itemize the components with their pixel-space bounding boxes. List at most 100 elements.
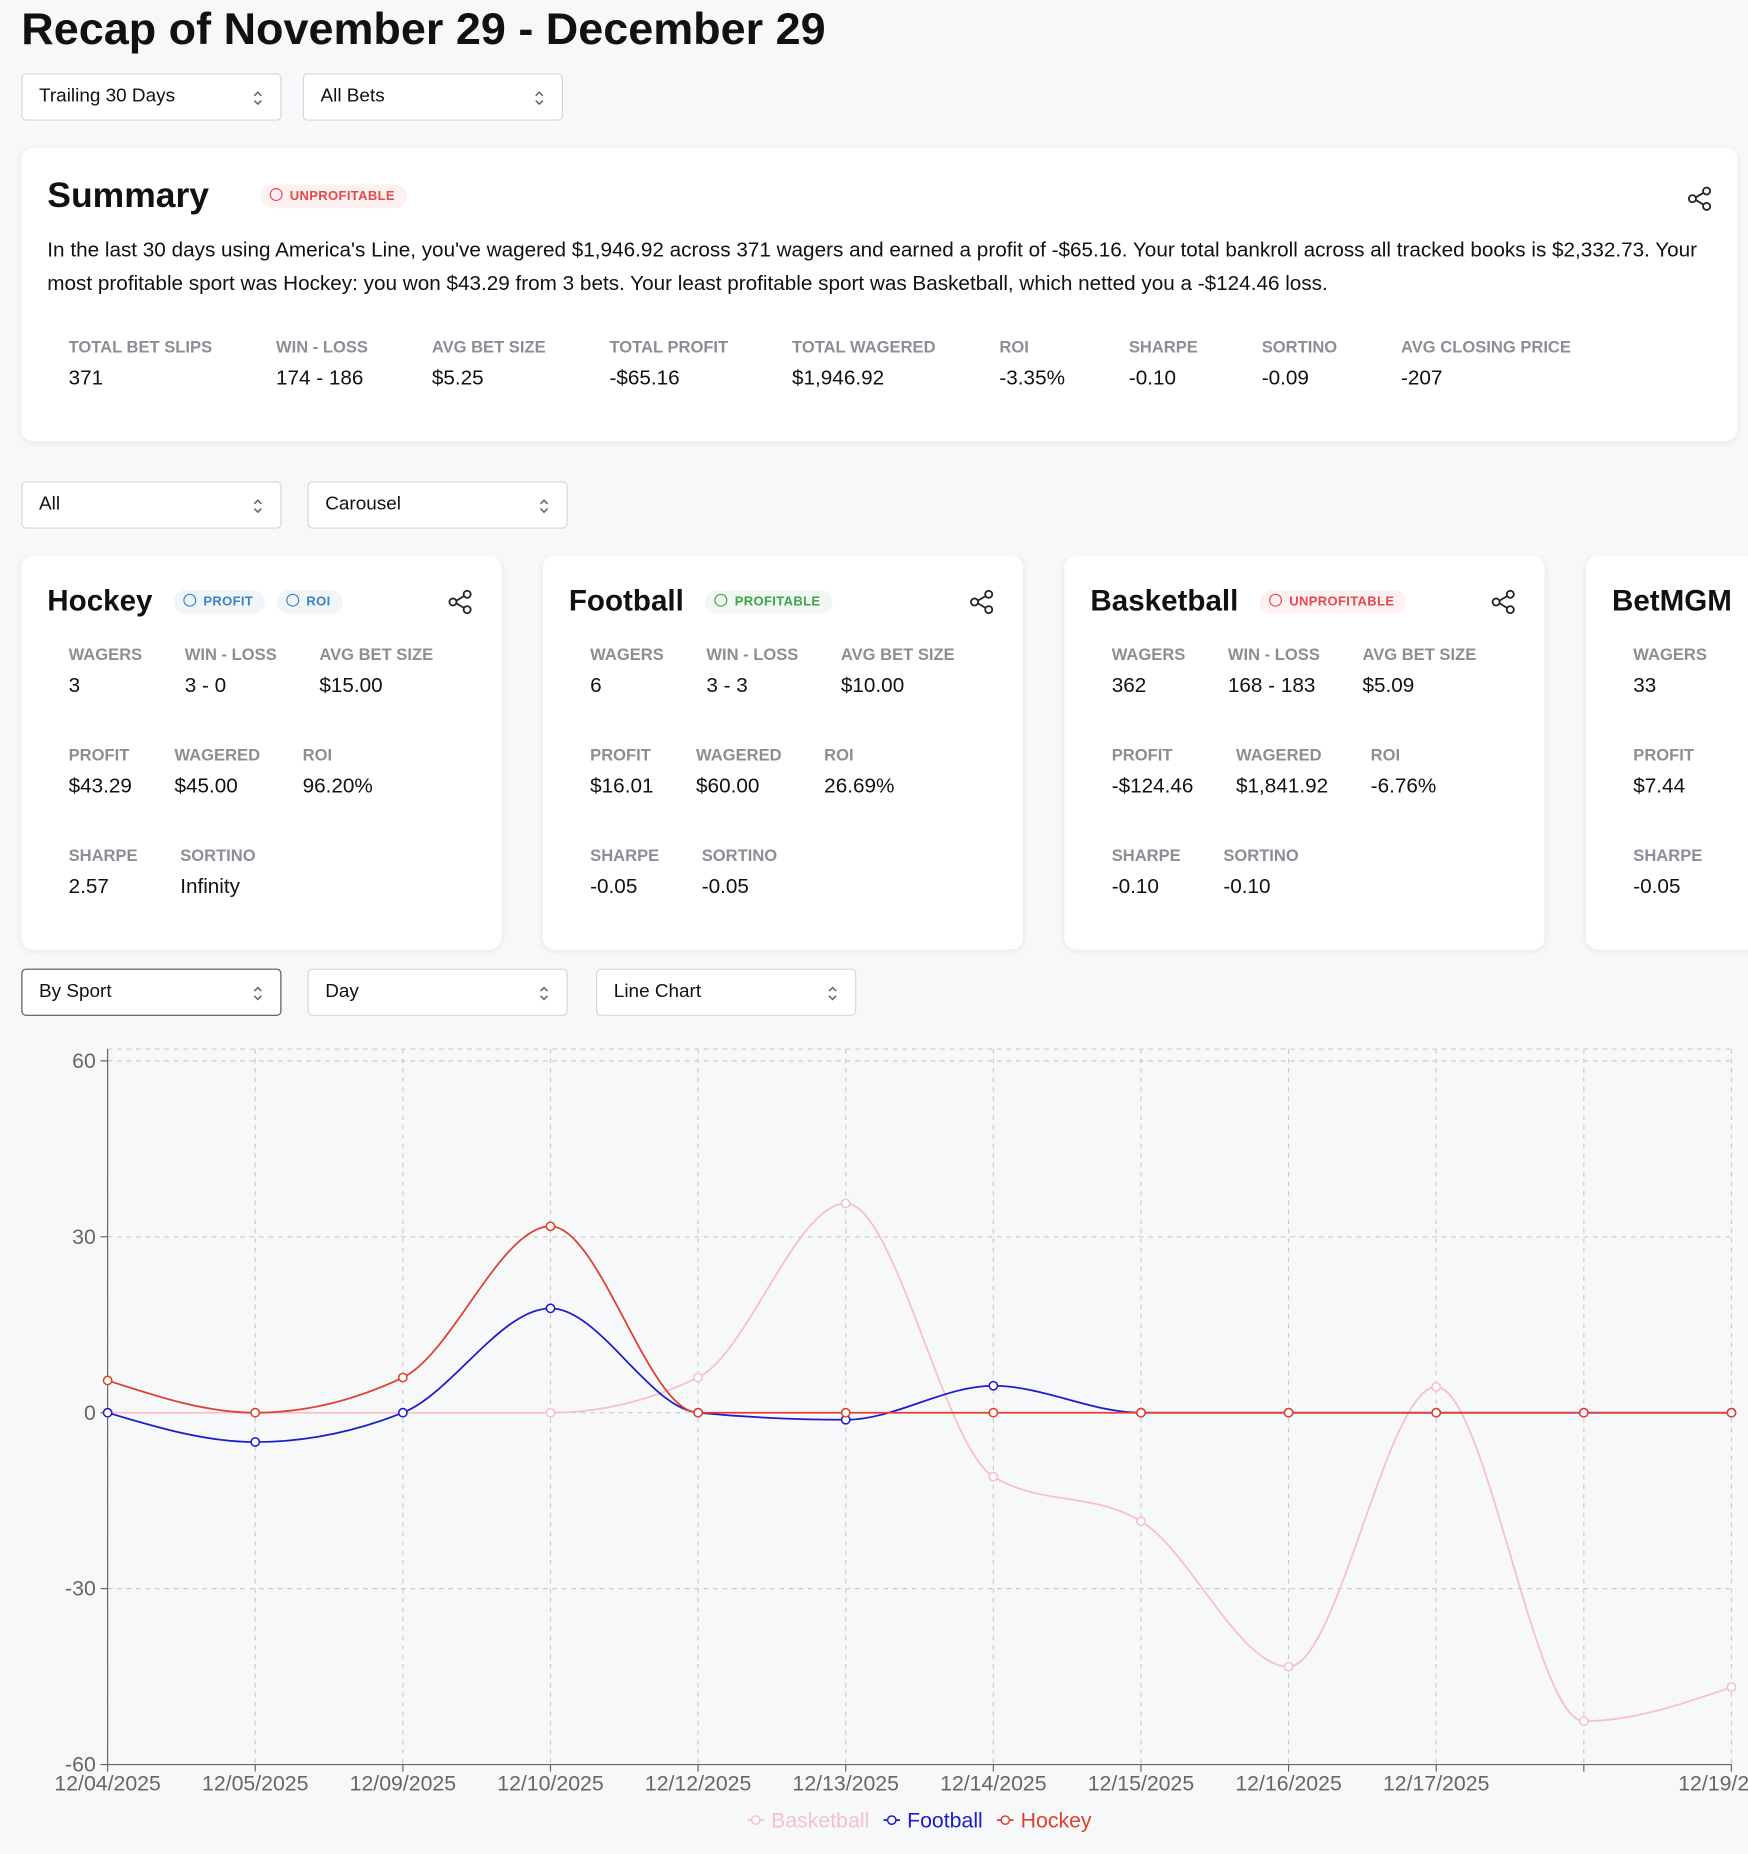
chevron-icon <box>539 986 549 1001</box>
stat: TOTAL WAGERED $1,946.92 <box>792 337 936 390</box>
stat-label: WAGERED <box>174 745 261 765</box>
point <box>988 1380 999 1391</box>
stat-value: 96.20% <box>302 773 373 798</box>
legend-dot <box>886 1815 897 1826</box>
share-node <box>984 589 994 599</box>
share-icon <box>1687 186 1712 211</box>
stat-label: ROI <box>999 337 1029 356</box>
sport-card: Hockey PROFIT ROI WAGERS 3 WIN - LOSS 3 - 0 AVG… <box>21 555 502 950</box>
stat-value: 26.69% <box>824 773 895 798</box>
stat-value: $1,946.92 <box>792 365 885 390</box>
stat-value: 3 <box>68 672 81 697</box>
share-node <box>1505 605 1515 615</box>
badge: PROFITABLE <box>705 590 833 615</box>
stat-value: $5.25 <box>431 365 484 390</box>
share-button[interactable] <box>1490 589 1516 621</box>
stat: WAGERED $1,841.92 <box>1236 745 1328 798</box>
page-title: Recap of November 29 - December 29 <box>21 4 826 55</box>
point <box>1726 1407 1737 1418</box>
share-button[interactable] <box>447 589 473 621</box>
y-tick-label: -30 <box>65 1577 96 1601</box>
chart-type-select[interactable]: Line Chart <box>596 968 857 1016</box>
share-node <box>1702 186 1712 196</box>
sport-card: BetMGM WAGERS 33 PROFIT $7.44 SHARPE -0.05 <box>1585 555 1748 950</box>
point <box>545 1303 556 1314</box>
stat: SHARPE 2.57 <box>69 846 138 899</box>
view-select[interactable]: Carousel <box>307 481 568 529</box>
point <box>1431 1407 1442 1418</box>
stat-label: AVG CLOSING PRICE <box>1401 337 1571 356</box>
stat: WIN - LOSS 168 - 183 <box>1228 645 1320 698</box>
sport-select[interactable]: All <box>21 481 282 529</box>
share-node <box>1491 597 1501 607</box>
x-tick-label: 12/16/2025 <box>1235 1772 1341 1796</box>
chevron <box>253 499 262 514</box>
stat-row: SHARPE -0.10 SORTINO -0.10 <box>1112 846 1299 899</box>
chevron-icon <box>253 91 262 106</box>
y-tick-label: 60 <box>72 1049 96 1073</box>
stat-label: SHARPE <box>590 845 660 865</box>
stat: AVG BET SIZE $5.09 <box>1362 645 1476 698</box>
share-button[interactable] <box>969 589 995 621</box>
share-node <box>462 605 472 615</box>
stat-label: SORTINO <box>1223 845 1299 865</box>
stat-label: WIN - LOSS <box>706 644 799 664</box>
stat-label: SHARPE <box>68 845 138 865</box>
share-icon <box>1491 589 1515 615</box>
legend-label: Basketball <box>771 1808 869 1832</box>
summary-card: Summary UNPROFITABLE In the last 30 days… <box>21 147 1738 442</box>
share-button[interactable] <box>1687 186 1713 218</box>
stat: WIN - LOSS 3 - 3 <box>706 645 798 698</box>
stat: SORTINO -0.10 <box>1223 846 1298 899</box>
stat: SORTINO -0.09 <box>1262 337 1337 390</box>
summary-title: Summary <box>47 176 210 216</box>
range-select[interactable]: Trailing 30 Days <box>21 73 282 121</box>
stat-row: SHARPE 2.57 SORTINO Infinity <box>69 846 256 899</box>
chevron <box>535 91 544 106</box>
stat-value: -$124.46 <box>1111 773 1194 798</box>
point <box>693 1407 704 1418</box>
share-icon <box>448 589 472 615</box>
stat: WAGERS 3 <box>69 645 143 698</box>
stat-row: WAGERS 3 WIN - LOSS 3 - 0 AVG BET SIZE $15.00 <box>69 645 434 698</box>
stat-value: -207 <box>1401 365 1443 390</box>
badge-text: PROFITABLE <box>734 595 821 610</box>
point <box>102 1375 113 1386</box>
badge-wrap: UNPROFITABLE <box>260 184 407 209</box>
select-text: By Sport <box>39 981 112 1002</box>
period-select[interactable]: Day <box>307 968 568 1016</box>
summary-text: In the last 30 days using America's Line… <box>47 237 1698 295</box>
stat-value: 3 - 3 <box>706 672 748 697</box>
select-text: Line Chart <box>613 981 702 1002</box>
stat-label: WAGERS <box>1633 644 1707 664</box>
stat: PROFIT $43.29 <box>69 745 132 798</box>
card-title: Football <box>568 584 684 618</box>
legend-item: Hockey <box>996 1808 1092 1832</box>
stat-value: -0.09 <box>1261 365 1309 390</box>
group-select[interactable]: By Sport <box>21 968 282 1016</box>
stat: WIN - LOSS 174 - 186 <box>276 337 368 390</box>
share-node <box>984 605 994 615</box>
stat: SHARPE -0.10 <box>1129 337 1198 390</box>
stat: PROFIT -$124.46 <box>1112 745 1194 798</box>
carousel: Hockey PROFIT ROI WAGERS 3 WIN - LOSS 3 - 0 AVG… <box>0 555 1748 956</box>
point <box>102 1407 113 1418</box>
legend-item: Basketball <box>747 1808 869 1832</box>
stat-value: 33 <box>1633 672 1657 697</box>
stat: WAGERED $45.00 <box>174 745 260 798</box>
stat-row: WAGERS 6 WIN - LOSS 3 - 3 AVG BET SIZE $10.00 <box>590 645 955 698</box>
sport-card: Basketball UNPROFITABLE WAGERS 362 WIN - LOS… <box>1064 555 1545 950</box>
point <box>250 1437 261 1447</box>
stat: ROI -6.76% <box>1371 745 1437 798</box>
chevron-icon <box>253 986 262 1001</box>
legend-dot <box>1000 1815 1011 1826</box>
card-title-wrap: Football PROFITABLE <box>568 584 833 618</box>
bets-select[interactable]: All Bets <box>302 73 563 121</box>
badge-icon <box>714 594 728 608</box>
stat-value: $45.00 <box>174 773 238 798</box>
stat-value: $1,841.92 <box>1236 773 1329 798</box>
stat-value: $10.00 <box>840 672 905 697</box>
x-tick-label: 12/13/2025 <box>793 1772 899 1796</box>
stat-label: SORTINO <box>180 845 256 865</box>
